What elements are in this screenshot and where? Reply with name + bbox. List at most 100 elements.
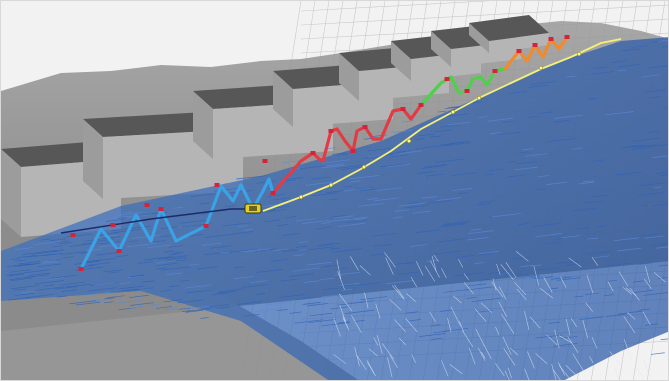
point-cloud-streak <box>153 240 166 243</box>
point-cloud-streak <box>13 288 26 291</box>
point-cloud-streak <box>178 307 191 310</box>
point-cloud-streak <box>652 243 668 247</box>
point-cloud-streak <box>373 244 385 247</box>
point-cloud-streak <box>539 298 566 303</box>
point-cloud-streak <box>329 247 341 250</box>
point-cloud-streak <box>537 175 550 178</box>
trajectory-point <box>298 194 304 200</box>
point-cloud-streak <box>216 306 230 309</box>
point-cloud-highlight <box>431 255 437 272</box>
point-cloud-streak <box>660 174 668 176</box>
point-cloud-streak <box>168 285 180 288</box>
point-cloud-streak <box>43 250 56 253</box>
point-cloud-streak <box>127 243 157 248</box>
point-cloud-streak <box>611 60 627 63</box>
point-cloud-streak <box>434 158 465 163</box>
point-cloud-highlight <box>339 305 346 322</box>
point-cloud-streak <box>367 197 379 200</box>
point-cloud-streak <box>650 352 665 355</box>
point-cloud-streak <box>419 333 446 338</box>
point-cloud-streak <box>484 173 494 176</box>
point-cloud-streak <box>184 284 212 289</box>
point-cloud-streak <box>561 235 581 239</box>
point-cloud-streak <box>295 245 308 248</box>
point-cloud-streak <box>383 244 393 246</box>
point-cloud-streak <box>487 270 510 275</box>
point-cloud-streak <box>414 147 424 150</box>
waypoints <box>70 35 570 271</box>
point-cloud-streak <box>116 211 143 216</box>
point-cloud-streak <box>553 119 570 123</box>
point-cloud-streak <box>535 334 563 339</box>
point-cloud-streak <box>325 190 343 194</box>
point-cloud-streak <box>272 248 289 252</box>
point-cloud-streak <box>59 242 72 245</box>
point-cloud-highlight <box>447 317 452 333</box>
point-cloud-streak <box>132 234 161 239</box>
waypoint-marker <box>144 203 150 207</box>
point-cloud-streak <box>155 267 167 270</box>
point-cloud-streak <box>52 245 63 248</box>
point-cloud-streak <box>409 319 422 322</box>
point-cloud-streak <box>158 255 189 260</box>
point-cloud-highlight <box>558 335 572 344</box>
point-cloud-highlight <box>449 364 463 375</box>
point-cloud-streak <box>421 165 447 169</box>
point-cloud-highlight <box>614 367 619 380</box>
point-cloud-streak <box>566 75 576 78</box>
point-cloud-streak <box>201 213 210 215</box>
point-cloud-highlight <box>543 277 553 293</box>
point-cloud-highlight <box>503 347 516 366</box>
point-cloud-streak <box>631 146 656 150</box>
point-cloud-streak <box>537 111 554 114</box>
point-cloud-streak <box>222 250 233 253</box>
point-cloud-streak <box>636 144 655 148</box>
trajectory <box>262 38 622 212</box>
point-cloud-streak <box>337 222 365 227</box>
point-cloud-streak <box>450 172 477 177</box>
point-cloud-streak <box>405 311 419 314</box>
point-cloud-streak <box>444 142 472 147</box>
point-cloud-streak <box>571 147 583 150</box>
point-cloud-streak <box>344 187 372 192</box>
point-cloud-streak <box>466 296 478 299</box>
point-cloud-streak <box>341 166 366 170</box>
point-cloud-streak <box>622 48 640 52</box>
point-cloud-highlight <box>410 276 418 288</box>
point-cloud-highlight <box>424 265 436 282</box>
point-cloud-highlight <box>354 347 360 366</box>
block-side <box>339 53 359 101</box>
point-cloud-streak <box>56 240 69 243</box>
point-cloud-streak <box>306 261 333 266</box>
point-cloud-highlight <box>463 282 474 294</box>
point-cloud-streak <box>233 266 244 269</box>
point-cloud-streak <box>457 192 469 195</box>
point-cloud-streak <box>470 101 482 104</box>
point-cloud-highlight <box>392 285 405 300</box>
point-cloud-highlight <box>492 278 497 291</box>
point-cloud-highlight <box>411 354 416 363</box>
point-cloud-streak <box>243 228 253 231</box>
point-cloud-streak <box>556 260 579 264</box>
point-cloud-highlight <box>589 356 594 364</box>
point-cloud-streak <box>187 305 210 310</box>
point-cloud-highlight <box>463 273 469 280</box>
point-cloud-streak <box>243 313 260 317</box>
point-cloud-streak <box>478 116 488 119</box>
waypoint-marker <box>464 89 470 93</box>
point-cloud-streak <box>291 267 321 272</box>
point-cloud-streak <box>62 256 74 259</box>
point-cloud-streak <box>399 150 423 154</box>
point-cloud-highlight <box>524 368 530 380</box>
point-cloud-streak <box>9 276 35 280</box>
point-cloud-streak <box>426 259 439 262</box>
point-cloud-streak <box>630 145 645 148</box>
point-cloud-highlight <box>496 263 501 275</box>
point-cloud-highlight <box>478 347 486 361</box>
point-cloud-streak <box>552 343 578 347</box>
vehicle-marker[interactable] <box>244 203 262 214</box>
point-cloud-streak <box>199 202 210 205</box>
point-cloud-highlight <box>453 295 462 304</box>
